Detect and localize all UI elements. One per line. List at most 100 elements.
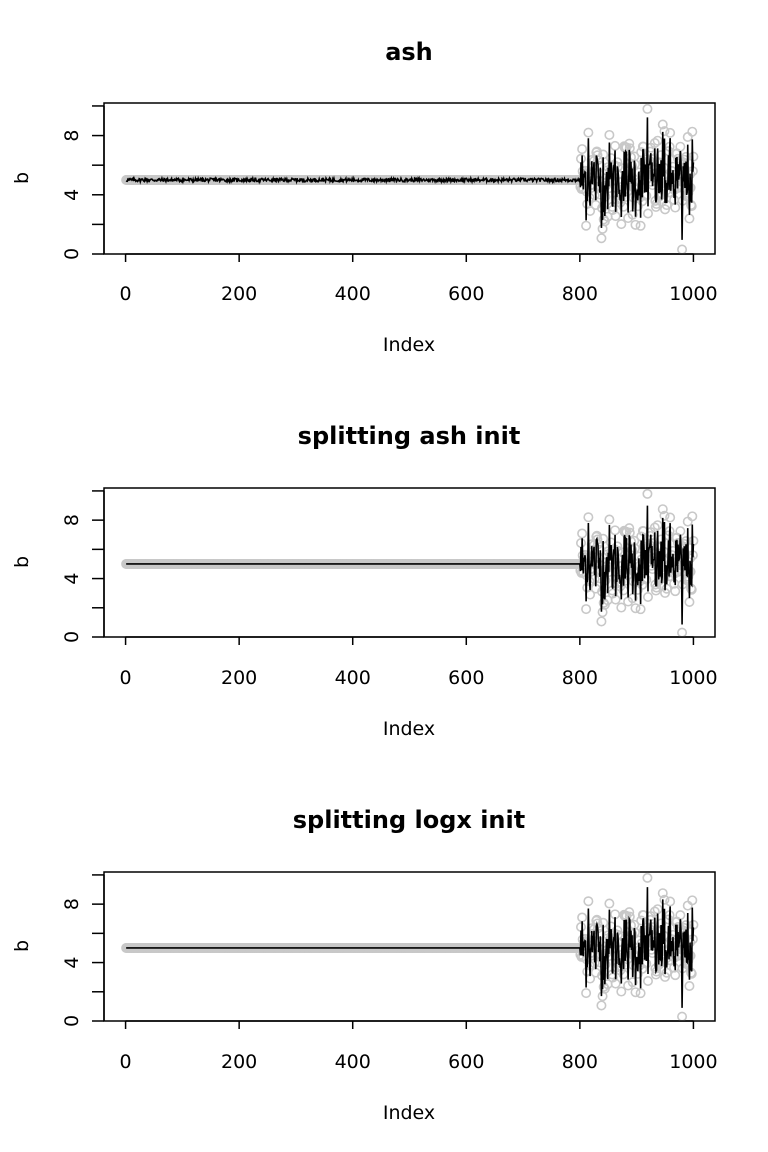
x-tick-label: 200 (221, 283, 257, 305)
data-point (642, 592, 653, 603)
x-tick-label: 0 (120, 283, 132, 305)
data-point (642, 208, 653, 219)
y-tick-label: 8 (61, 514, 83, 526)
x-tick-label: 0 (120, 667, 132, 689)
x-tick-label: 1000 (669, 283, 717, 305)
data-point (659, 894, 670, 905)
chart-title: ash (385, 38, 433, 66)
data-point (681, 920, 692, 931)
data-point (624, 138, 635, 149)
y-axis-label: b (11, 172, 33, 184)
data-point (610, 525, 621, 536)
data-point (624, 523, 635, 534)
y-axis: 0 4 8 (61, 105, 105, 260)
x-axis-label: Index (383, 718, 435, 740)
x-axis: 0 200 400 600 800 1000 (120, 253, 718, 305)
data-point (642, 103, 653, 114)
chart-title: splitting logx init (293, 806, 525, 834)
data-point (575, 921, 586, 932)
y-axis-label: b (11, 940, 33, 952)
data-point (684, 981, 695, 992)
x-tick-label: 600 (448, 667, 484, 689)
panel-1: ash 0 200 400 600 800 1000 Index 0 4 8 b (11, 38, 718, 356)
x-tick-label: 800 (562, 1051, 598, 1073)
data-point (583, 896, 594, 907)
data-point (616, 986, 627, 997)
data-point (610, 140, 621, 151)
data-point (682, 900, 693, 911)
x-tick-label: 600 (448, 283, 484, 305)
data-point (577, 144, 588, 155)
data-point (616, 219, 627, 230)
data-point (616, 602, 627, 613)
data-point (665, 896, 676, 907)
x-tick-label: 1000 (669, 1051, 717, 1073)
chart-title: splitting ash init (298, 422, 521, 450)
data-point (687, 895, 698, 906)
data-point (665, 512, 676, 523)
x-axis-label: Index (383, 334, 435, 356)
x-tick-label: 400 (335, 667, 371, 689)
data-point (687, 126, 698, 137)
data-point (642, 488, 653, 499)
data-point (684, 597, 695, 608)
x-axis: 0 200 400 600 800 1000 (120, 1020, 718, 1073)
data-point (635, 988, 646, 999)
data-point (596, 616, 607, 627)
x-tick-label: 1000 (669, 667, 717, 689)
data-point (670, 586, 681, 597)
y-tick-label: 8 (61, 898, 83, 910)
data-point (583, 127, 594, 138)
data-point (687, 511, 698, 522)
y-tick-label: 4 (61, 189, 83, 201)
x-tick-label: 400 (335, 283, 371, 305)
y-tick-label: 8 (61, 130, 83, 142)
data-point (657, 119, 668, 130)
data-point (581, 988, 592, 999)
y-tick-label: 4 (61, 573, 83, 585)
data-point (635, 604, 646, 615)
x-tick-label: 600 (448, 1051, 484, 1073)
x-axis: 0 200 400 600 800 1000 (120, 636, 718, 689)
data-point (635, 220, 646, 231)
data-point (610, 211, 621, 222)
data-point (596, 233, 607, 244)
panel-2: splitting ash init 0 200 400 600 800 1000 Index… (11, 422, 718, 740)
data-point (642, 872, 653, 883)
data-point (675, 141, 686, 152)
data-point (684, 213, 695, 224)
data-point (670, 970, 681, 981)
y-axis-label: b (11, 556, 33, 568)
data-point (657, 888, 668, 899)
data-point (677, 627, 688, 638)
data-point (604, 898, 615, 909)
y-tick-label: 4 (61, 957, 83, 969)
data-point (649, 522, 660, 533)
data-point (677, 1011, 688, 1022)
data-point (682, 132, 693, 143)
data-point (577, 912, 588, 923)
y-tick-label: 0 (61, 1015, 83, 1027)
data-point (575, 537, 586, 548)
data-point (604, 129, 615, 140)
data-point (630, 987, 641, 998)
data-point (630, 603, 641, 614)
x-tick-label: 200 (221, 1051, 257, 1073)
x-tick-label: 800 (562, 283, 598, 305)
y-tick-label: 0 (61, 248, 83, 260)
fit-line (126, 887, 695, 1008)
data-point (610, 978, 621, 989)
data-point (659, 510, 670, 521)
x-tick-label: 0 (120, 1051, 132, 1073)
x-tick-label: 200 (221, 667, 257, 689)
y-axis: 0 4 8 (61, 874, 105, 1027)
x-tick-label: 800 (562, 667, 598, 689)
y-axis: 0 4 8 (61, 490, 105, 643)
data-point (624, 907, 635, 918)
data-point (677, 244, 688, 255)
x-tick-label: 400 (335, 1051, 371, 1073)
data-point (657, 504, 668, 515)
data-point (649, 138, 660, 149)
data-point (665, 127, 676, 138)
data-point (607, 588, 618, 599)
